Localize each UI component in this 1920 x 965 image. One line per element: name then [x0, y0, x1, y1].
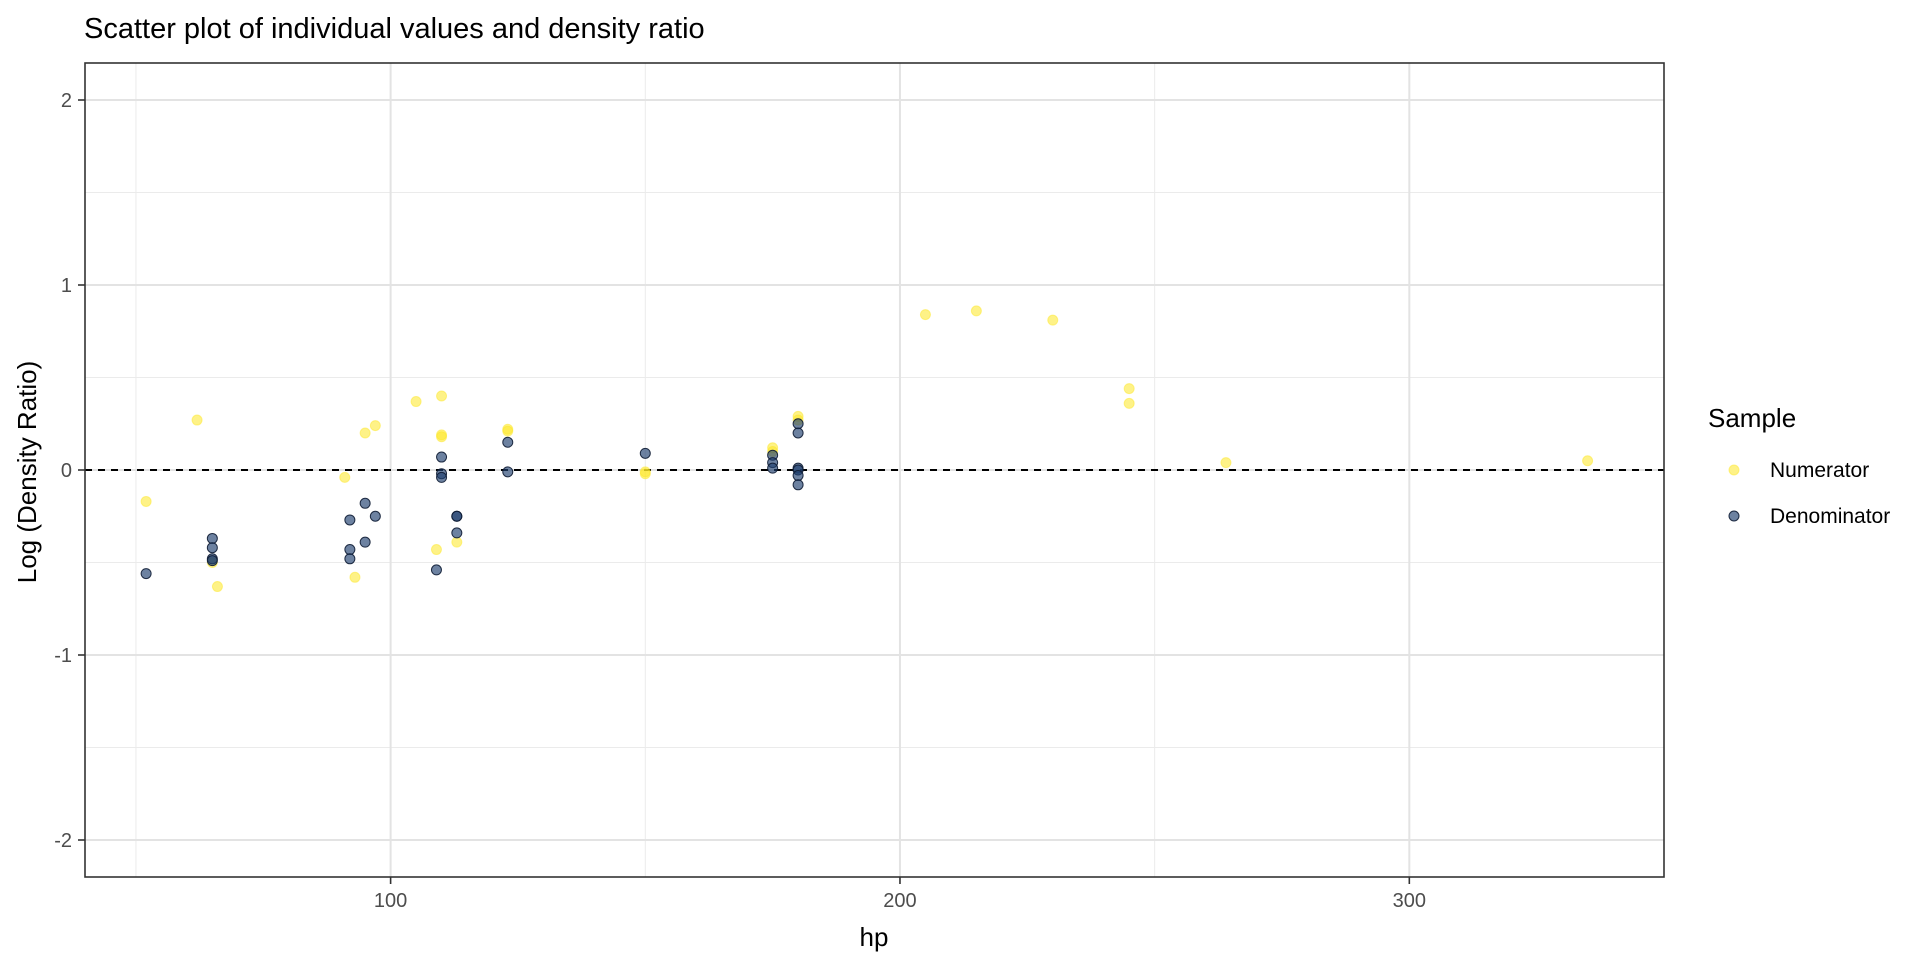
- numerator-point: [211, 581, 223, 593]
- legend-key-numerator: [1728, 464, 1740, 476]
- legend-key-denominator: [1728, 510, 1740, 522]
- y-tick-label: -2: [54, 830, 72, 852]
- numerator-point: [1220, 457, 1232, 469]
- legend: Sample Numerator Denominator: [1708, 403, 1890, 528]
- denominator-point: [502, 436, 514, 448]
- denominator-point: [792, 427, 804, 439]
- numerator-point: [970, 305, 982, 317]
- numerator-point: [502, 425, 514, 437]
- denominator-point: [359, 536, 371, 548]
- chart-title: Scatter plot of individual values and de…: [84, 13, 705, 45]
- x-tick-label: 200: [883, 890, 916, 912]
- denominator-point: [792, 479, 804, 491]
- denominator-point: [502, 466, 514, 478]
- denominator-point: [436, 471, 448, 483]
- numerator-point: [1123, 383, 1135, 395]
- numerator-point: [191, 414, 203, 426]
- y-axis: -2 -1 0 1 2: [54, 90, 85, 852]
- numerator-point: [339, 471, 351, 483]
- numerator-point: [359, 427, 371, 439]
- numerator-point: [1047, 314, 1059, 326]
- x-tick-label: 100: [374, 890, 407, 912]
- y-axis-label: Log (Density Ratio): [12, 361, 42, 584]
- x-axis-label: hp: [860, 922, 889, 952]
- numerator-point: [140, 495, 152, 507]
- numerator-point: [436, 390, 448, 402]
- x-axis: 100 200 300: [374, 877, 1426, 912]
- legend-items: Numerator Denominator: [1728, 459, 1890, 528]
- y-tick-label: 1: [61, 275, 72, 297]
- denominator-point: [451, 527, 463, 539]
- denominator-point: [792, 418, 804, 430]
- denominator-point: [206, 542, 218, 554]
- x-tick-label: 300: [1393, 890, 1426, 912]
- denominator-point: [206, 532, 218, 544]
- denominator-point: [344, 553, 356, 565]
- y-tick-label: 0: [61, 460, 72, 482]
- numerator-point: [639, 466, 651, 478]
- denominator-point: [792, 470, 804, 482]
- legend-title: Sample: [1708, 403, 1796, 433]
- numerator-point: [1582, 455, 1594, 467]
- numerator-point: [436, 431, 448, 443]
- denominator-point: [206, 555, 218, 567]
- plot-panel: [84, 62, 1665, 878]
- y-tick-label: 2: [61, 90, 72, 112]
- numerator-point: [410, 396, 422, 408]
- numerator-point: [1123, 397, 1135, 409]
- data-points: [140, 305, 1594, 593]
- numerator-point: [430, 544, 442, 556]
- denominator-point: [344, 514, 356, 526]
- denominator-point: [639, 447, 651, 459]
- numerator-point: [919, 309, 931, 321]
- denominator-point: [451, 510, 463, 522]
- legend-label-denominator: Denominator: [1770, 505, 1890, 528]
- denominator-point: [344, 544, 356, 556]
- denominator-point: [767, 462, 779, 474]
- legend-label-numerator: Numerator: [1770, 459, 1869, 482]
- denominator-point: [359, 497, 371, 509]
- denominator-point: [430, 564, 442, 576]
- denominator-point: [140, 568, 152, 580]
- numerator-point: [451, 536, 463, 548]
- denominator-point: [436, 451, 448, 463]
- numerator-point: [369, 420, 381, 432]
- major-gridlines: [85, 63, 1664, 877]
- denominator-point: [369, 510, 381, 522]
- y-tick-label: -1: [54, 645, 72, 667]
- numerator-point: [349, 571, 361, 583]
